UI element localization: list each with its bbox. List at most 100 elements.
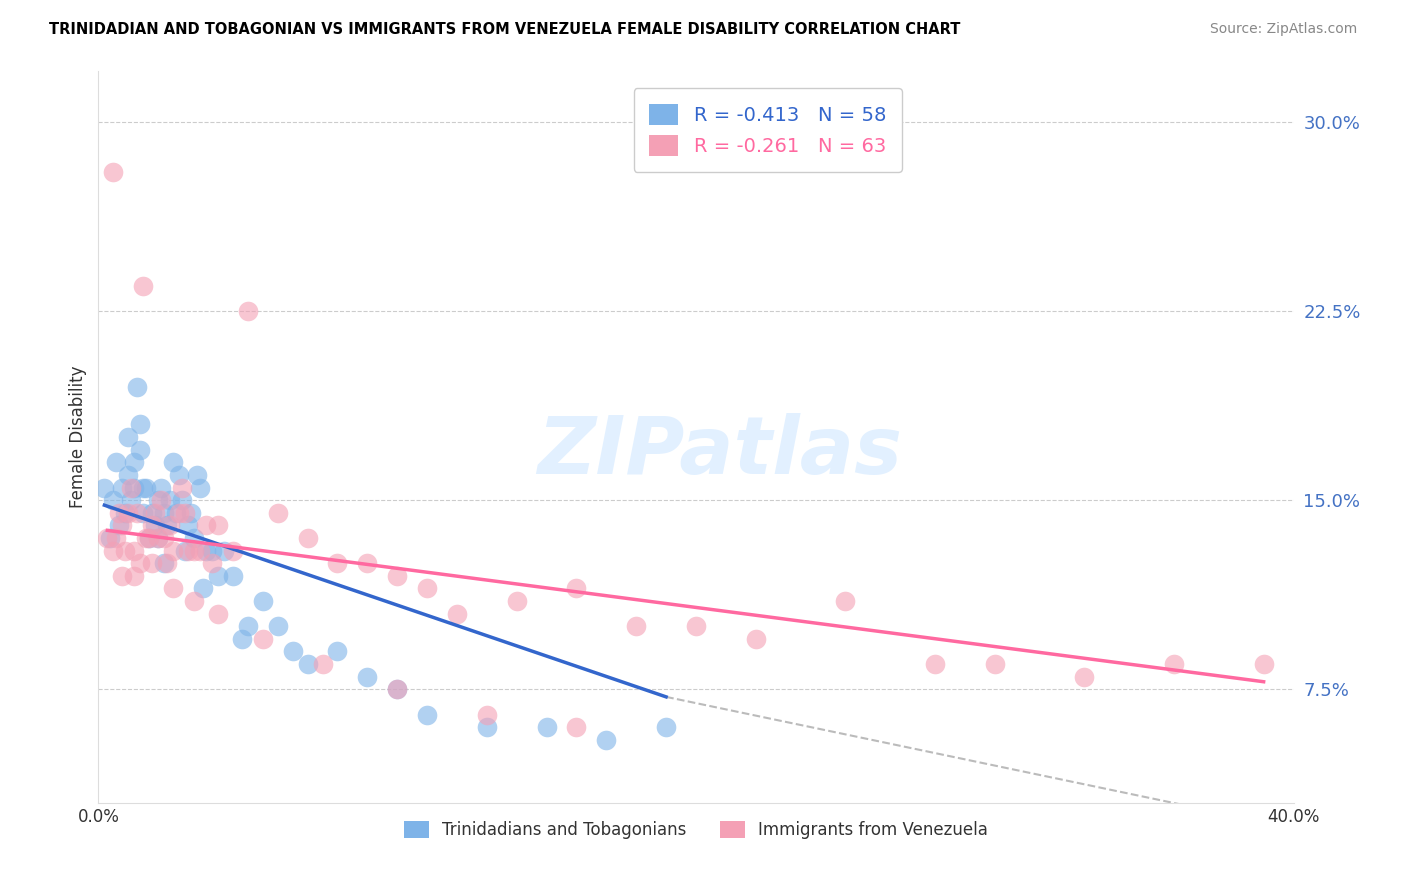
Point <box>201 556 224 570</box>
Point <box>167 467 190 482</box>
Point <box>595 732 617 747</box>
Legend: Trinidadians and Tobagonians, Immigrants from Venezuela: Trinidadians and Tobagonians, Immigrants… <box>396 814 995 846</box>
Point <box>174 543 197 558</box>
Point <box>135 531 157 545</box>
Point <box>108 506 131 520</box>
Point <box>385 682 409 697</box>
Point <box>103 543 125 558</box>
Point <box>120 481 142 495</box>
Point <box>111 569 134 583</box>
Point <box>236 304 259 318</box>
Point <box>1163 657 1185 671</box>
Point <box>188 543 211 558</box>
Point <box>207 518 229 533</box>
Point <box>252 594 274 608</box>
Point <box>96 531 118 545</box>
Point <box>207 607 229 621</box>
Point <box>186 467 208 482</box>
Point <box>148 531 170 545</box>
Point <box>188 481 211 495</box>
Point <box>267 619 290 633</box>
Point <box>177 543 200 558</box>
Point <box>129 442 152 457</box>
Point <box>124 569 146 583</box>
Point <box>120 493 142 508</box>
Point <box>297 657 319 671</box>
Point <box>183 543 205 558</box>
Point <box>153 506 176 520</box>
Point <box>103 165 125 179</box>
Point <box>201 543 224 558</box>
Point <box>685 619 707 633</box>
Point <box>222 569 245 583</box>
Point <box>281 644 304 658</box>
Point <box>156 518 179 533</box>
Y-axis label: Female Disability: Female Disability <box>69 366 87 508</box>
Point <box>138 531 160 545</box>
Point <box>111 518 134 533</box>
Point <box>311 657 333 671</box>
Point <box>127 506 149 520</box>
Point <box>326 556 349 570</box>
Point <box>924 657 946 671</box>
Point <box>129 417 152 432</box>
Point <box>103 493 125 508</box>
Point <box>124 481 146 495</box>
Point <box>143 506 166 520</box>
Point <box>132 481 155 495</box>
Point <box>117 430 139 444</box>
Point <box>195 518 218 533</box>
Point <box>180 506 202 520</box>
Point <box>148 493 170 508</box>
Point <box>475 720 498 734</box>
Point <box>150 481 173 495</box>
Point <box>105 531 128 545</box>
Point <box>195 543 218 558</box>
Point <box>132 278 155 293</box>
Point <box>127 379 149 393</box>
Point <box>745 632 768 646</box>
Point <box>98 531 122 545</box>
Text: TRINIDADIAN AND TOBAGONIAN VS IMMIGRANTS FROM VENEZUELA FEMALE DISABILITY CORREL: TRINIDADIAN AND TOBAGONIAN VS IMMIGRANTS… <box>49 22 960 37</box>
Point <box>416 582 439 596</box>
Point <box>252 632 274 646</box>
Point <box>162 455 184 469</box>
Point <box>114 543 136 558</box>
Point <box>385 569 409 583</box>
Point <box>135 481 157 495</box>
Point <box>267 506 290 520</box>
Text: ZIPatlas: ZIPatlas <box>537 413 903 491</box>
Point <box>117 506 139 520</box>
Point <box>212 543 235 558</box>
Point <box>172 493 194 508</box>
Point <box>159 493 181 508</box>
Point <box>326 644 349 658</box>
Point <box>105 455 128 469</box>
Point <box>297 531 319 545</box>
Point <box>138 531 160 545</box>
Point <box>475 707 498 722</box>
Point <box>565 582 588 596</box>
Point <box>191 582 214 596</box>
Point <box>162 543 184 558</box>
Point <box>93 481 115 495</box>
Point <box>1253 657 1275 671</box>
Point <box>356 556 378 570</box>
Point <box>117 467 139 482</box>
Point <box>1073 670 1095 684</box>
Point <box>111 481 134 495</box>
Point <box>385 682 409 697</box>
Point <box>174 506 197 520</box>
Point <box>132 506 155 520</box>
Point <box>150 493 173 508</box>
Point <box>172 481 194 495</box>
Point <box>565 720 588 734</box>
Point <box>156 556 179 570</box>
Point <box>207 569 229 583</box>
Point <box>984 657 1007 671</box>
Point <box>177 518 200 533</box>
Point <box>159 518 181 533</box>
Point <box>143 518 166 533</box>
Point <box>834 594 856 608</box>
Point <box>108 518 131 533</box>
